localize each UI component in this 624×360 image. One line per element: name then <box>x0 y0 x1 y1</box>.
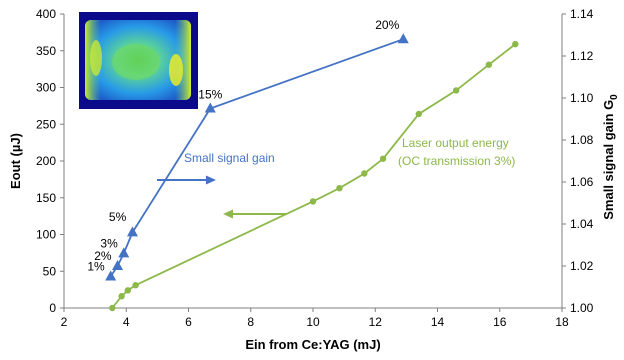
energy-point-marker <box>415 110 423 118</box>
annotation-laser-output-energy: Laser output energy <box>402 136 509 150</box>
y-left-axis-title: Eout (µJ) <box>8 133 23 189</box>
gain-point-marker <box>397 33 409 44</box>
y-right-tick-label: 1.10 <box>570 91 594 105</box>
y-right-tick-label: 1.06 <box>570 175 594 189</box>
y-left-tick-label: 100 <box>36 228 56 242</box>
y-left-tick-label: 50 <box>43 264 57 278</box>
y-left-tick-label: 200 <box>36 154 56 168</box>
series-laser-output-energy <box>109 40 519 312</box>
gain-point-label: 15% <box>198 88 222 102</box>
annotation-oc-transmission: (OC transmission 3%) <box>398 154 515 168</box>
y-right-title-main: Small signal gain G <box>601 100 616 220</box>
x-tick-label: 18 <box>555 315 569 329</box>
y-left-tick-label: 150 <box>36 191 56 205</box>
x-tick-label: 12 <box>369 315 383 329</box>
gain-point-label: 3% <box>100 236 118 250</box>
x-tick-label: 14 <box>431 315 445 329</box>
x-axis-title: Ein from Ce:YAG (mJ) <box>245 337 380 352</box>
y-right-tick-label: 1.08 <box>570 133 594 147</box>
y-right-tick-label: 1.12 <box>570 49 594 63</box>
energy-point-marker <box>309 198 317 205</box>
y-left-tick-label: 0 <box>49 301 56 315</box>
gain-point-marker <box>204 102 216 113</box>
y-right-tick-label: 1.02 <box>570 259 594 273</box>
gain-point-marker <box>126 226 138 237</box>
x-tick-label: 6 <box>185 315 192 329</box>
energy-point-marker <box>336 184 343 192</box>
energy-point-marker <box>361 170 368 177</box>
energy-point-marker <box>118 293 125 300</box>
gain-point-label: 5% <box>109 210 127 224</box>
y-left-tick-label: 400 <box>36 7 56 21</box>
y-left-tick-label: 350 <box>36 44 56 58</box>
right-axis-ticks: 1.00 1.02 1.04 1.06 1.08 1.10 1.12 1.14 <box>562 7 594 315</box>
energy-point-marker <box>379 155 387 162</box>
y-left-tick-label: 300 <box>36 81 56 95</box>
y-right-title-subscript: 0 <box>609 94 620 100</box>
y-right-tick-label: 1.04 <box>570 217 594 231</box>
x-axis-ticks: 2 4 6 8 10 12 14 16 18 <box>61 308 569 329</box>
energy-point-marker <box>452 87 460 94</box>
energy-point-marker <box>485 61 493 68</box>
x-tick-label: 2 <box>61 315 68 329</box>
beam-profile-image <box>79 12 198 109</box>
y-right-axis-title: Small signal gain G0 <box>601 94 620 220</box>
gain-point-label: 20% <box>375 18 399 32</box>
x-tick-label: 10 <box>306 315 320 329</box>
arrow-left-icon <box>223 209 287 219</box>
series-small-signal-gain <box>105 33 409 281</box>
energy-point-marker <box>109 304 116 312</box>
x-tick-label: 16 <box>493 315 507 329</box>
left-axis-ticks: 0 50 100 150 200 250 300 350 400 <box>36 7 64 315</box>
gain-point-label: 2% <box>94 249 112 263</box>
y-right-tick-label: 1.14 <box>570 7 594 21</box>
gain-point-marker <box>105 270 117 281</box>
gain-point-marker <box>118 247 130 258</box>
x-tick-label: 8 <box>247 315 254 329</box>
energy-point-marker <box>132 282 139 289</box>
energy-point-marker <box>512 40 519 48</box>
gain-point-marker <box>112 260 124 270</box>
point-labels: 1%2%3% 15% 20% 5% <box>87 18 399 273</box>
y-right-tick-label: 1.00 <box>570 301 594 315</box>
gain-point-label: 1% <box>87 260 105 274</box>
x-tick-label: 4 <box>123 315 130 329</box>
annotation-small-signal-gain: Small signal gain <box>184 151 275 165</box>
arrow-right-icon <box>157 175 216 185</box>
y-left-tick-label: 250 <box>36 117 56 131</box>
energy-point-marker <box>124 287 132 294</box>
